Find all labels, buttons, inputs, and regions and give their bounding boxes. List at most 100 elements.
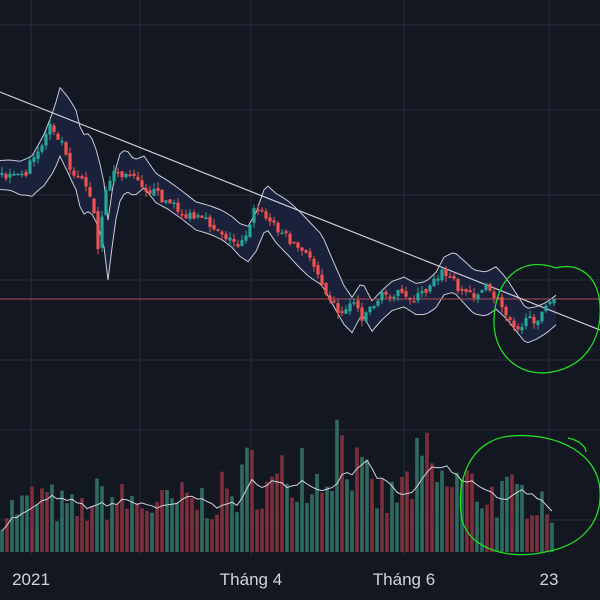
candle-body bbox=[188, 212, 192, 219]
candle-body bbox=[20, 173, 24, 176]
volume-bar bbox=[500, 481, 504, 552]
volume-bar bbox=[310, 494, 314, 552]
candle-body bbox=[512, 320, 516, 328]
candle-body bbox=[280, 232, 284, 235]
candle-body bbox=[412, 300, 416, 303]
volume-bar bbox=[485, 504, 489, 552]
candle-body bbox=[108, 180, 112, 191]
volume-bar bbox=[360, 456, 364, 552]
volume-bar bbox=[545, 514, 549, 552]
volume-bar bbox=[110, 497, 114, 552]
candle-body bbox=[328, 295, 332, 301]
candle-body bbox=[112, 170, 116, 182]
volume-bars bbox=[0, 419, 554, 552]
candle-body bbox=[136, 176, 140, 181]
candle-body bbox=[428, 285, 432, 292]
volume-bar bbox=[160, 489, 164, 552]
x-tick-label: 2021 bbox=[12, 570, 50, 589]
candle-body bbox=[444, 269, 448, 276]
volume-bar bbox=[245, 447, 249, 552]
candle-body bbox=[312, 258, 316, 267]
candle-body bbox=[308, 251, 312, 258]
candle-body bbox=[332, 300, 336, 303]
candle-body bbox=[184, 214, 188, 219]
candle-body bbox=[212, 224, 216, 230]
volume-bar bbox=[540, 491, 544, 552]
band-lower-line bbox=[0, 154, 557, 344]
volume-bar bbox=[470, 473, 474, 552]
candle-body bbox=[4, 174, 8, 179]
volume-bar bbox=[265, 481, 269, 552]
candle-body bbox=[208, 216, 212, 227]
volume-bar bbox=[400, 476, 404, 552]
candle-body bbox=[172, 202, 176, 204]
candle-body bbox=[420, 291, 424, 294]
candle-body bbox=[216, 229, 220, 231]
volume-bar bbox=[335, 419, 339, 552]
candle-body bbox=[456, 278, 460, 291]
volume-bar bbox=[355, 447, 359, 552]
candle-body bbox=[124, 174, 128, 178]
candle-body bbox=[16, 173, 20, 176]
volume-bar bbox=[220, 471, 224, 552]
candle-body bbox=[32, 157, 36, 162]
candle-body bbox=[96, 211, 100, 249]
candle-body bbox=[400, 288, 404, 293]
volume-bar bbox=[385, 512, 389, 552]
candle-body bbox=[292, 242, 296, 244]
candle-body bbox=[368, 306, 372, 313]
candle-body bbox=[264, 211, 268, 219]
candle-body bbox=[348, 303, 352, 312]
volume-bar bbox=[460, 479, 464, 552]
candle-body bbox=[52, 125, 56, 132]
candle-body bbox=[12, 173, 16, 176]
candle-body bbox=[80, 176, 84, 179]
volume-bar bbox=[405, 471, 409, 552]
candle-body bbox=[48, 123, 52, 135]
annotation-circle-volume bbox=[459, 434, 600, 556]
volume-bar bbox=[50, 484, 54, 552]
candle-body bbox=[24, 172, 28, 176]
volume-bar bbox=[515, 484, 519, 552]
volume-bar bbox=[130, 495, 134, 552]
volume-bar bbox=[455, 472, 459, 552]
volume-bar bbox=[90, 506, 94, 552]
candle-body bbox=[36, 151, 40, 159]
annotation-circle-price bbox=[493, 263, 600, 374]
candle-body bbox=[28, 160, 32, 174]
candle-body bbox=[388, 296, 392, 298]
volume-bar bbox=[295, 501, 299, 552]
volume-bar bbox=[495, 517, 499, 552]
candle-body bbox=[468, 290, 472, 293]
volume-bar bbox=[70, 494, 74, 552]
candle-body bbox=[340, 311, 344, 313]
candle-body bbox=[132, 173, 136, 176]
candle-body bbox=[536, 320, 540, 326]
volume-bar bbox=[195, 509, 199, 552]
annotations bbox=[459, 263, 600, 556]
volume-bar bbox=[410, 499, 414, 552]
volume-bar bbox=[465, 470, 469, 552]
volume-bar bbox=[100, 486, 104, 552]
volume-bar bbox=[435, 482, 439, 552]
volume-bar bbox=[440, 470, 444, 552]
volume-bar bbox=[490, 486, 494, 552]
candle-body bbox=[504, 307, 508, 316]
volume-bar bbox=[155, 501, 159, 552]
candle-body bbox=[272, 220, 276, 223]
candle-body bbox=[480, 290, 484, 293]
volume-bar bbox=[315, 473, 319, 552]
candle-body bbox=[496, 297, 500, 299]
volume-bar bbox=[420, 455, 424, 552]
volume-bar bbox=[300, 448, 304, 552]
candle-body bbox=[40, 145, 44, 152]
volume-bar bbox=[230, 496, 234, 552]
volume-bar bbox=[40, 488, 44, 552]
candle-body bbox=[140, 180, 144, 187]
candle-body bbox=[88, 187, 92, 197]
candle-body bbox=[300, 247, 304, 251]
candle-body bbox=[256, 209, 260, 212]
volume-bar bbox=[480, 508, 484, 552]
volume-bar bbox=[205, 518, 209, 552]
